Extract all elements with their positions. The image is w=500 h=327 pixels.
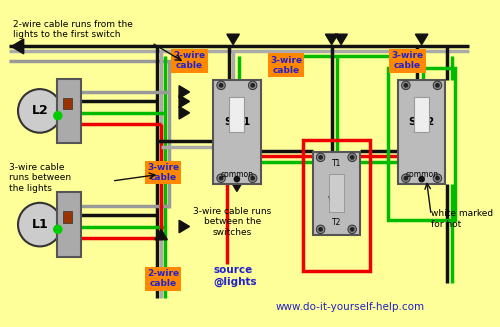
Circle shape (402, 81, 410, 90)
Text: L2: L2 (32, 104, 48, 117)
Circle shape (435, 83, 440, 88)
Circle shape (435, 176, 440, 181)
Text: T2: T2 (332, 218, 341, 227)
Bar (414, 97, 429, 132)
Polygon shape (179, 95, 190, 108)
Bar (303, 140, 370, 271)
Polygon shape (179, 86, 190, 98)
Polygon shape (179, 220, 190, 233)
Circle shape (218, 83, 224, 88)
Polygon shape (179, 107, 190, 119)
Circle shape (350, 155, 354, 160)
Circle shape (402, 174, 410, 182)
Circle shape (318, 227, 323, 232)
Text: 4
way: 4 way (328, 184, 345, 203)
Bar (398, 80, 446, 184)
Circle shape (234, 176, 240, 182)
Circle shape (53, 111, 62, 120)
Circle shape (418, 176, 425, 182)
Text: common: common (405, 170, 438, 179)
Circle shape (18, 89, 62, 133)
Circle shape (433, 174, 442, 182)
Circle shape (404, 176, 408, 181)
Text: 3-wire
cable: 3-wire cable (392, 51, 424, 70)
Circle shape (18, 203, 62, 247)
Text: www.do-it-yourself-help.com: www.do-it-yourself-help.com (276, 302, 425, 312)
Circle shape (250, 176, 255, 181)
Bar (312, 152, 360, 235)
Polygon shape (416, 34, 428, 44)
Text: 3-wire cable runs
between the
switches: 3-wire cable runs between the switches (193, 207, 272, 237)
Circle shape (217, 174, 226, 182)
Text: SW1: SW1 (224, 117, 250, 127)
Text: source
@lights: source @lights (213, 265, 257, 287)
Polygon shape (326, 34, 338, 44)
Polygon shape (335, 34, 347, 44)
Text: common: common (220, 170, 254, 179)
Circle shape (433, 81, 442, 90)
Bar (57, 192, 82, 257)
Circle shape (318, 155, 323, 160)
Text: L1: L1 (32, 218, 48, 231)
Bar (213, 80, 260, 184)
Circle shape (404, 83, 408, 88)
Polygon shape (154, 276, 168, 288)
Circle shape (218, 176, 224, 181)
Circle shape (248, 174, 257, 182)
Circle shape (248, 81, 257, 90)
Bar (57, 79, 82, 143)
Polygon shape (155, 229, 168, 240)
Text: 3-wire
cable: 3-wire cable (270, 56, 302, 75)
Bar (62, 211, 72, 223)
Text: T1: T1 (332, 160, 341, 168)
Circle shape (217, 81, 226, 90)
Circle shape (53, 225, 62, 234)
Text: SW2: SW2 (408, 117, 435, 127)
Bar (388, 68, 455, 220)
Circle shape (316, 153, 325, 162)
Circle shape (348, 225, 356, 233)
Text: 2-wire cable runs from the
lights to the first switch: 2-wire cable runs from the lights to the… (14, 20, 133, 39)
Text: 2-wire
cable: 2-wire cable (147, 269, 179, 288)
Polygon shape (227, 34, 239, 44)
Bar (230, 97, 244, 132)
Text: 2-wire
cable: 2-wire cable (174, 51, 206, 70)
Circle shape (316, 225, 325, 233)
Bar (329, 174, 344, 212)
Circle shape (348, 153, 356, 162)
Text: white marked
for hot: white marked for hot (431, 209, 494, 229)
Polygon shape (230, 181, 243, 191)
Circle shape (350, 227, 354, 232)
Text: 3-wire
cable: 3-wire cable (147, 163, 179, 182)
Circle shape (250, 83, 255, 88)
Text: 3-wire cable
runs between
the lights: 3-wire cable runs between the lights (10, 163, 72, 193)
Polygon shape (12, 39, 24, 54)
Bar (62, 98, 72, 109)
